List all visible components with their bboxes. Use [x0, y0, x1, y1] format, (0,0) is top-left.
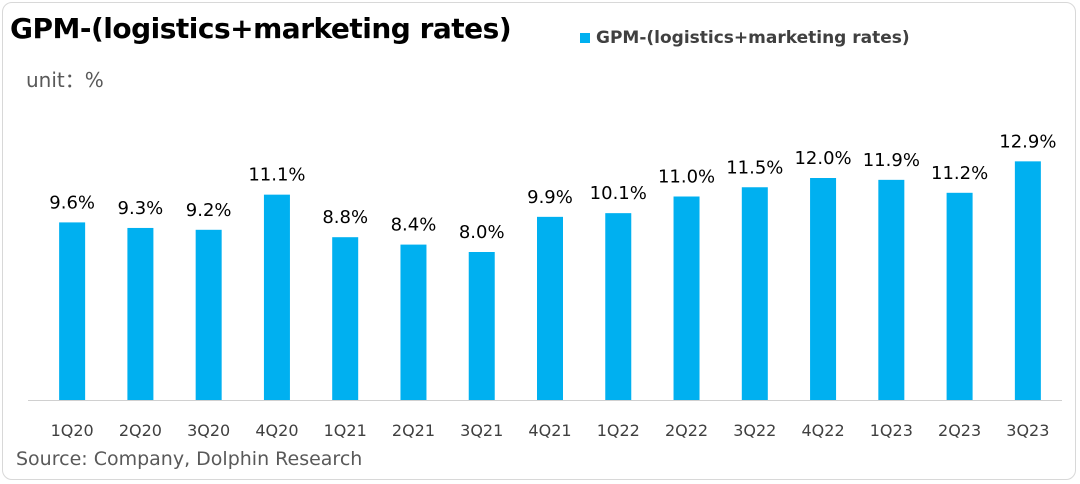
legend: GPM-(logistics+marketing rates) [580, 28, 910, 48]
x-tick-4Q21: 4Q21 [528, 421, 571, 440]
x-tick-1Q22: 1Q22 [597, 421, 640, 440]
x-tick-3Q21: 3Q21 [460, 421, 503, 440]
data-label-1Q20: 9.6% [49, 192, 95, 213]
bar-4Q21 [537, 216, 563, 400]
data-label-3Q20: 9.2% [186, 200, 232, 221]
bar-4Q22 [810, 178, 837, 400]
bar-1Q23 [878, 179, 905, 400]
data-label-2Q21: 8.4% [391, 215, 437, 236]
data-label-2Q20: 9.3% [118, 198, 164, 219]
bar-2Q20 [127, 227, 154, 400]
bar-3Q23 [1014, 161, 1041, 400]
bar-2Q21 [400, 244, 427, 400]
bars-group [59, 161, 1041, 400]
bar-1Q22 [605, 213, 632, 400]
legend-label: GPM-(logistics+marketing rates) [596, 28, 910, 48]
x-tick-3Q22: 3Q22 [733, 421, 776, 440]
source-note: Source: Company, Dolphin Research [16, 448, 363, 470]
data-label-4Q22: 12.0% [794, 148, 851, 169]
data-label-4Q21: 9.9% [527, 187, 573, 208]
legend-swatch [580, 33, 590, 43]
chart-title: GPM-(logistics+marketing rates) [10, 12, 512, 45]
x-tick-1Q23: 1Q23 [870, 421, 913, 440]
x-tick-labels-group: 1Q20 2Q20 3Q20 4Q20 1Q21 2Q21 3Q21 4Q21 1Q22 2Q22… [51, 421, 1050, 440]
bar-2Q22 [673, 196, 700, 400]
data-label-2Q23: 11.2% [931, 163, 988, 184]
data-label-1Q22: 10.1% [590, 183, 647, 204]
bar-4Q20 [263, 194, 290, 400]
data-label-1Q21: 8.8% [322, 207, 368, 228]
bar-3Q21 [468, 252, 495, 400]
x-tick-1Q20: 1Q20 [51, 421, 94, 440]
x-tick-2Q21: 2Q21 [392, 421, 435, 440]
x-tick-2Q23: 2Q23 [938, 421, 981, 440]
unit-label: unit：% [26, 68, 104, 92]
bar-1Q20 [59, 222, 86, 400]
bar-3Q20 [195, 229, 222, 400]
data-label-2Q22: 11.0% [658, 167, 715, 188]
data-label-3Q21: 8.0% [459, 222, 505, 243]
bar-1Q21 [332, 237, 359, 400]
x-tick-2Q20: 2Q20 [119, 421, 162, 440]
x-tick-4Q20: 4Q20 [255, 421, 298, 440]
bar-3Q22 [741, 187, 768, 400]
x-tick-3Q20: 3Q20 [187, 421, 230, 440]
x-tick-3Q23: 3Q23 [1006, 421, 1049, 440]
data-label-4Q20: 11.1% [248, 165, 305, 186]
bar-2Q23 [946, 192, 973, 400]
x-tick-4Q22: 4Q22 [801, 421, 844, 440]
data-labels-group: 9.6% 9.3% 9.2% 11.1% 8.8% 8.4% 8.0% 9.9% 10.1% 11… [49, 131, 1056, 243]
x-tick-1Q21: 1Q21 [324, 421, 367, 440]
x-tick-2Q22: 2Q22 [665, 421, 708, 440]
data-label-3Q22: 11.5% [726, 157, 783, 178]
data-label-1Q23: 11.9% [863, 150, 920, 171]
data-label-3Q23: 12.9% [999, 131, 1056, 152]
